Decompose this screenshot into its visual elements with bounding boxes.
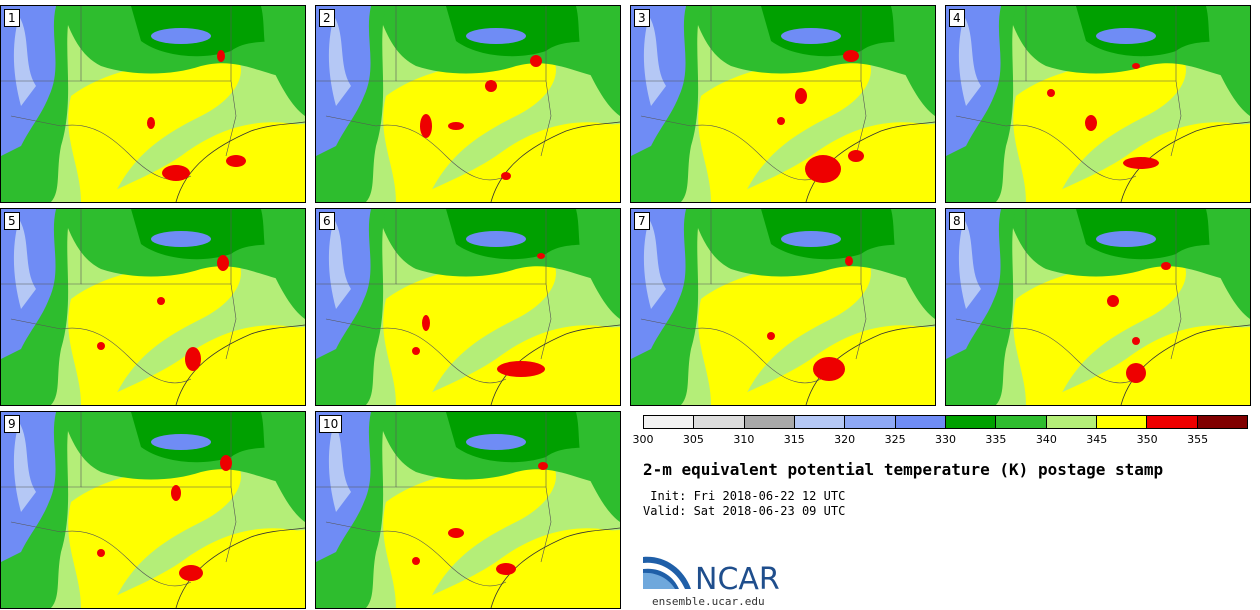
- colorbar-tick-325: 325: [884, 433, 906, 446]
- colorbar-cell-2: [744, 416, 795, 428]
- panel-label: 9: [4, 415, 20, 433]
- hotspot-2-0: [420, 114, 432, 138]
- site-url: ensemble.ucar.edu: [652, 595, 765, 608]
- colorbar-cell-1: [694, 416, 745, 428]
- hotspot-7-2: [767, 332, 775, 340]
- hotspot-1-1: [226, 155, 246, 167]
- panel-label: 4: [949, 9, 965, 27]
- colorbar-cell-11: [1197, 416, 1247, 428]
- colorbar-tick-320: 320: [834, 433, 856, 446]
- hotspot-7-0: [813, 357, 845, 381]
- logo-text: NCAR: [695, 562, 780, 597]
- hotspot-5-0: [185, 347, 201, 371]
- hotspot-10-0: [448, 528, 464, 538]
- hotspot-1-3: [217, 50, 225, 62]
- hotspot-8-2: [1161, 262, 1171, 270]
- map-panel-2: 2: [315, 5, 621, 203]
- colorbar-tick-330: 330: [935, 433, 956, 446]
- hotspot-1-2: [147, 117, 155, 129]
- colorbar-tick-350: 350: [1136, 433, 1158, 446]
- map-panel-6: 6: [315, 208, 621, 406]
- map-panel-9: 9: [0, 411, 306, 609]
- hotspot-10-1: [496, 563, 516, 575]
- colorbar-cell-5: [895, 416, 946, 428]
- colorbar-tick-345: 345: [1086, 433, 1108, 446]
- hotspot-5-3: [97, 342, 105, 350]
- colorbar-tick-340: 340: [1035, 433, 1057, 446]
- hotspot-5-2: [157, 297, 165, 305]
- hotspot-4-2: [1047, 89, 1055, 97]
- colorbar-tick-355: 355: [1187, 433, 1209, 446]
- colorbar-tick-305: 305: [682, 433, 704, 446]
- colorbar-cell-3: [794, 416, 846, 428]
- hotspot-4-3: [1132, 63, 1140, 69]
- colorbar-cell-7: [996, 416, 1047, 428]
- hotspot-4-0: [1123, 157, 1159, 169]
- panel-label: 6: [319, 212, 335, 230]
- colorbar-tick-315: 315: [783, 433, 805, 446]
- colorbar-cell-6: [945, 416, 997, 428]
- hotspot-8-1: [1107, 295, 1119, 307]
- panel-label: 3: [634, 9, 650, 27]
- panel-label: 5: [4, 212, 20, 230]
- hotspot-9-3: [97, 549, 105, 557]
- map-panel-5: 5: [0, 208, 306, 406]
- hotspot-6-2: [537, 253, 545, 259]
- map-panel-10: 10: [315, 411, 621, 609]
- hotspot-7-1: [845, 256, 853, 266]
- hotspot-6-0: [497, 361, 545, 377]
- colorbar-tick-300: 300: [632, 433, 654, 446]
- hotspot-10-3: [412, 557, 420, 565]
- map-panel-3: 3: [630, 5, 936, 203]
- hotspot-3-2: [795, 88, 807, 104]
- hotspot-9-0: [179, 565, 203, 581]
- hotspot-9-2: [171, 485, 181, 501]
- colorbar-cell-9: [1096, 416, 1148, 428]
- init-time: Init: Fri 2018-06-22 12 UTC: [643, 489, 846, 503]
- hotspot-4-1: [1085, 115, 1097, 131]
- panel-label: 8: [949, 212, 965, 230]
- hotspot-2-1: [448, 122, 464, 130]
- colorbar-cell-0: [644, 416, 695, 428]
- panel-label: 1: [4, 9, 20, 27]
- colorbar-cell-8: [1046, 416, 1097, 428]
- hotspot-2-2: [485, 80, 497, 92]
- hotspot-5-1: [217, 255, 229, 271]
- hotspot-3-3: [843, 50, 859, 62]
- colorbar-cell-4: [845, 416, 896, 428]
- hotspot-2-4: [501, 172, 511, 180]
- colorbar-cell-10: [1147, 416, 1198, 428]
- map-panel-4: 4: [945, 5, 1251, 203]
- map-panel-8: 8: [945, 208, 1251, 406]
- panel-label: 10: [319, 415, 343, 433]
- hotspot-3-1: [848, 150, 864, 162]
- panel-label: 7: [634, 212, 650, 230]
- panel-label: 2: [319, 9, 335, 27]
- valid-time: Valid: Sat 2018-06-23 09 UTC: [643, 504, 846, 518]
- ncar-logo-icon: [643, 556, 691, 589]
- chart-title: 2-m equivalent potential temperature (K)…: [643, 460, 1164, 479]
- hotspot-3-4: [777, 117, 785, 125]
- colorbar: [643, 415, 1248, 429]
- hotspot-6-3: [412, 347, 420, 355]
- map-panel-1: 1: [0, 5, 306, 203]
- hotspot-8-0: [1126, 363, 1146, 383]
- colorbar-tick-335: 335: [985, 433, 1007, 446]
- hotspot-6-1: [422, 315, 430, 331]
- map-panel-7: 7: [630, 208, 936, 406]
- hotspot-9-1: [220, 455, 232, 471]
- colorbar-tick-310: 310: [733, 433, 755, 446]
- hotspot-1-0: [162, 165, 190, 181]
- hotspot-2-3: [530, 55, 542, 67]
- hotspot-8-3: [1132, 337, 1140, 345]
- hotspot-3-0: [805, 155, 841, 183]
- hotspot-10-2: [538, 462, 548, 470]
